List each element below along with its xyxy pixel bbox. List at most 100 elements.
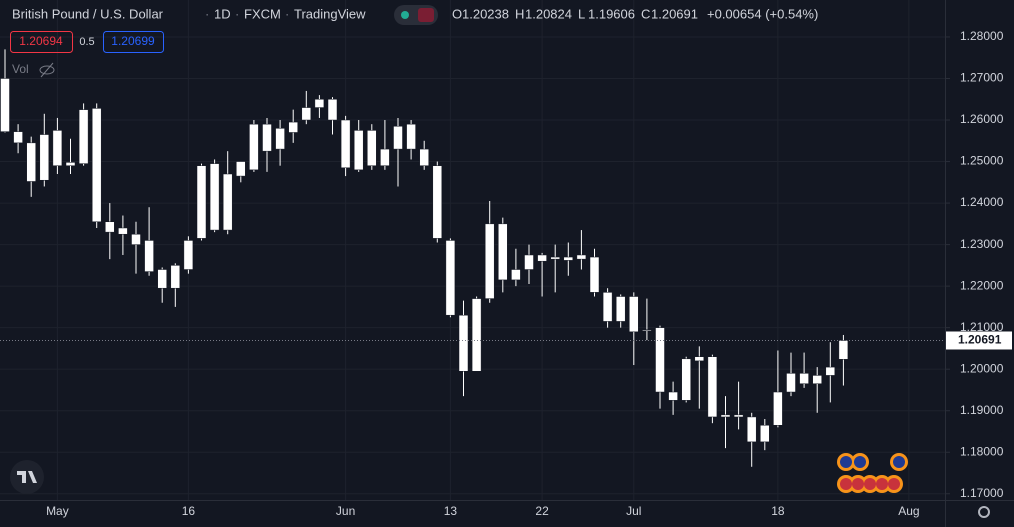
candle-body <box>52 130 63 166</box>
candle-body <box>340 119 351 169</box>
candle-body <box>131 233 141 245</box>
candle-body <box>602 292 613 322</box>
candle-body <box>642 329 652 331</box>
last-price-box <box>946 331 1012 350</box>
candle-body <box>812 375 822 384</box>
ohlc-legend: O 1.20238 H 1.20824 L 1.19606 C 1.20691 <box>452 6 698 21</box>
ask[interactable]: 1.20699 <box>111 34 155 48</box>
flag <box>854 456 866 468</box>
candle-body <box>511 269 521 281</box>
y-tick-label: 1.17000 <box>960 486 1004 500</box>
logo-mark <box>17 471 37 483</box>
flag <box>840 456 852 468</box>
candle-body <box>773 391 783 426</box>
candle-body <box>458 314 469 372</box>
candle-body <box>720 414 731 418</box>
x-tick-label: Aug <box>898 504 919 518</box>
flag <box>864 478 876 490</box>
y-tick-label: 1.26000 <box>960 112 1004 126</box>
separator: · <box>205 6 209 21</box>
candle-body <box>393 125 403 150</box>
y-tick-label: 1.21000 <box>960 320 1004 334</box>
last-price-label: 1.20691 <box>958 333 1002 347</box>
candle-body <box>576 254 587 260</box>
x-tick-label: Jul <box>626 504 641 518</box>
candle-body <box>183 240 194 270</box>
candle-body <box>799 373 809 384</box>
y-tick-label: 1.25000 <box>960 154 1004 168</box>
bid[interactable]: 1.20694 <box>19 34 63 48</box>
candle-body <box>367 130 377 166</box>
y-tick-label: 1.24000 <box>960 195 1004 209</box>
separator: · <box>285 6 289 21</box>
candle-body <box>91 108 102 223</box>
flag <box>888 478 900 490</box>
brand: TradingView <box>294 6 366 21</box>
candle-body <box>707 356 718 418</box>
candle-body <box>288 121 298 133</box>
candle-body <box>589 256 600 293</box>
ohlc-key: O <box>452 6 462 21</box>
candle-body <box>301 107 312 121</box>
candle-body <box>668 391 678 401</box>
flag <box>876 478 888 490</box>
candle-body <box>733 414 744 418</box>
y-tick-label: 1.18000 <box>960 444 1004 458</box>
status-icon <box>418 8 434 22</box>
candle-body <box>105 221 115 233</box>
candle-body <box>681 358 691 401</box>
y-tick-label: 1.28000 <box>960 29 1004 43</box>
candle-body <box>484 223 495 299</box>
x-tick-label: Jun <box>336 504 355 518</box>
candle-body <box>314 99 325 108</box>
flag <box>840 478 852 490</box>
settings-icon[interactable] <box>978 506 990 518</box>
candle-body <box>380 148 390 166</box>
y-tick-label: 1.23000 <box>960 237 1004 251</box>
candle-body <box>563 256 574 261</box>
symbol-title[interactable]: British Pound / U.S. Dollar <box>12 6 164 21</box>
events[interactable] <box>837 453 908 493</box>
grid <box>0 0 945 500</box>
candle-body <box>353 130 364 171</box>
flag <box>893 456 905 468</box>
candle-body <box>262 123 272 152</box>
candle-body <box>471 298 482 372</box>
candle-body <box>78 109 89 164</box>
ohlc-key: C <box>641 6 650 21</box>
candle-body <box>419 148 429 166</box>
candle-body <box>629 296 639 333</box>
x-tick-label: 22 <box>535 504 549 518</box>
candle-body <box>118 227 128 235</box>
y-tick-label: 1.22000 <box>960 278 1004 292</box>
ohlc-value: 1.19606 <box>588 6 635 21</box>
ohlc-value: 1.20691 <box>651 6 698 21</box>
candle-body <box>157 269 167 289</box>
change: +0.00654 (+0.54%) <box>707 6 818 21</box>
candle-body <box>222 173 233 231</box>
hide-volume-icon[interactable] <box>39 62 55 78</box>
ohlc-value: 1.20238 <box>462 6 509 21</box>
candle-body <box>13 131 23 144</box>
logo[interactable] <box>10 460 44 494</box>
x-tick-label: May <box>46 504 69 518</box>
spread: 0.5 <box>79 36 94 48</box>
candle-body <box>39 134 50 181</box>
eye-slash <box>40 62 54 78</box>
y-tick-label: 1.27000 <box>960 71 1004 85</box>
gear <box>978 506 990 518</box>
candle-body <box>170 265 181 289</box>
candle-body <box>249 123 259 171</box>
candle-body <box>524 254 534 270</box>
candle-body <box>838 340 849 360</box>
buy-box[interactable] <box>103 31 164 53</box>
y-tick-label: 1.20000 <box>960 361 1004 375</box>
candles <box>0 49 849 467</box>
sell-box[interactable] <box>10 31 73 53</box>
candle-body <box>550 256 560 260</box>
candle-body <box>615 296 626 322</box>
candle-body <box>498 223 508 281</box>
interval[interactable]: 1D <box>214 6 231 21</box>
